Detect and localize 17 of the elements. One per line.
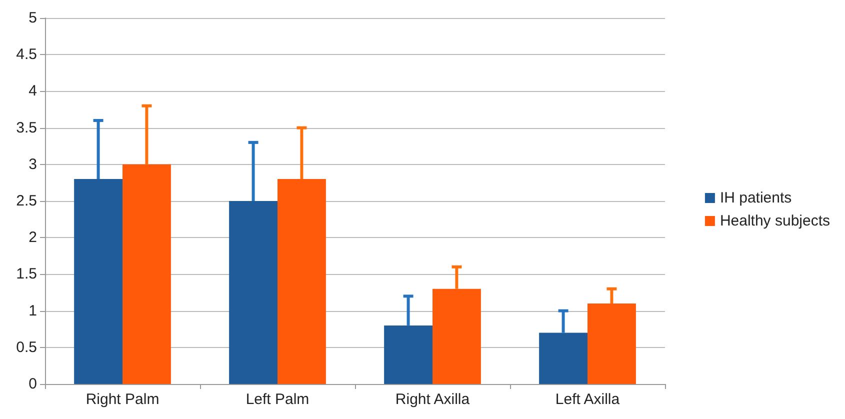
- y-tick-label: 2.5: [16, 192, 37, 210]
- x-tick-label: Left Axilla: [555, 391, 620, 408]
- y-tick-label: 0.5: [16, 338, 37, 356]
- y-tick-label: 4.5: [16, 46, 37, 64]
- y-tick-label: 4: [28, 82, 37, 100]
- x-tick-label: Left Palm: [246, 391, 310, 408]
- legend-label: Healthy subjects: [720, 212, 830, 230]
- y-tick-label: 2: [28, 229, 37, 246]
- y-tick-label: 1.5: [16, 266, 37, 283]
- y-tick-label: 0: [28, 376, 37, 392]
- y-tick-label: 3.5: [16, 119, 37, 136]
- x-tick-label: Right Axilla: [395, 391, 470, 408]
- y-tick-label: 1: [28, 302, 37, 320]
- y-tick-label: 3: [28, 156, 37, 173]
- x-tick-label: Right Palm: [86, 391, 160, 408]
- y-tick-label: 5: [28, 10, 37, 26]
- legend-label: IH patients: [720, 190, 792, 206]
